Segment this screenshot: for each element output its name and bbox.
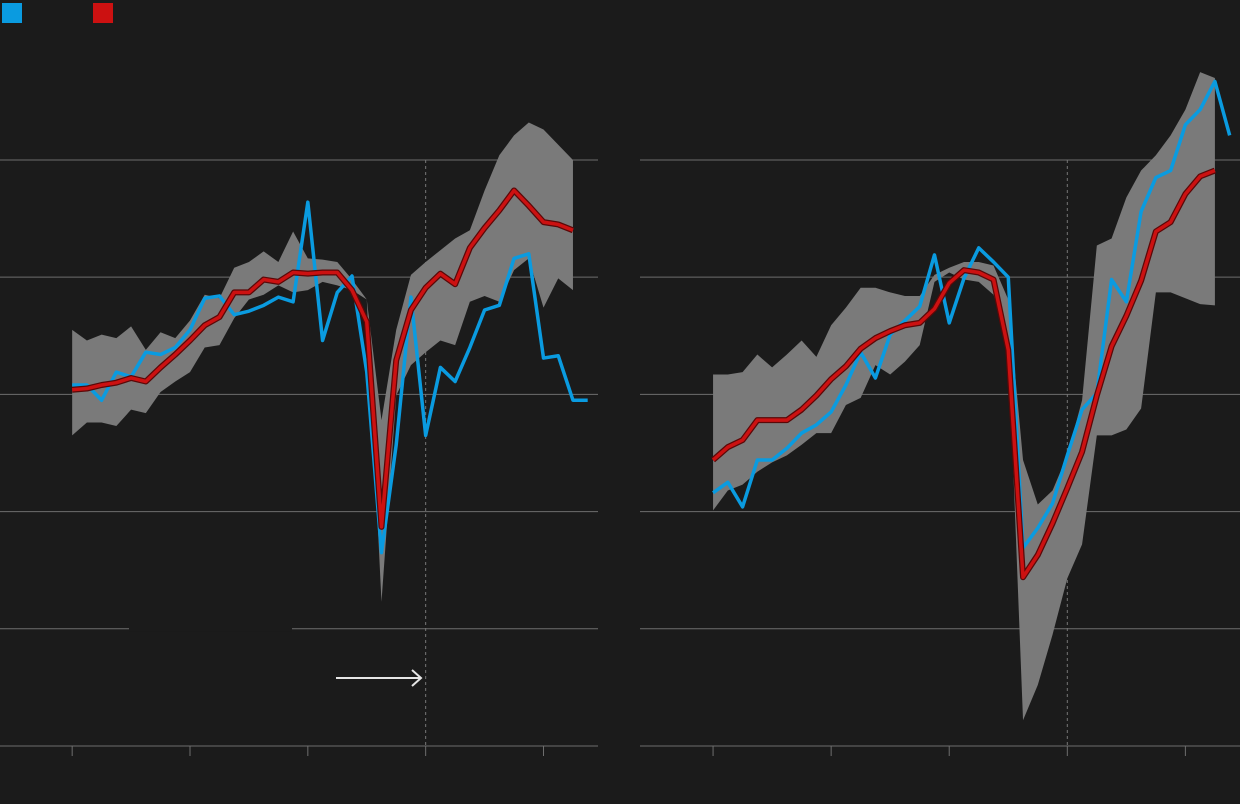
panel [640,72,1240,756]
legend-swatch [2,3,22,23]
panels [0,72,1240,756]
panel [0,122,598,756]
label-gap [129,625,292,632]
series-line [72,188,574,529]
series-line [72,200,588,555]
legend-swatch [93,3,113,23]
series-line [712,79,1232,550]
series-line [711,168,1216,579]
range-band [72,122,573,602]
legend [2,3,113,23]
arrow-head [411,669,423,687]
